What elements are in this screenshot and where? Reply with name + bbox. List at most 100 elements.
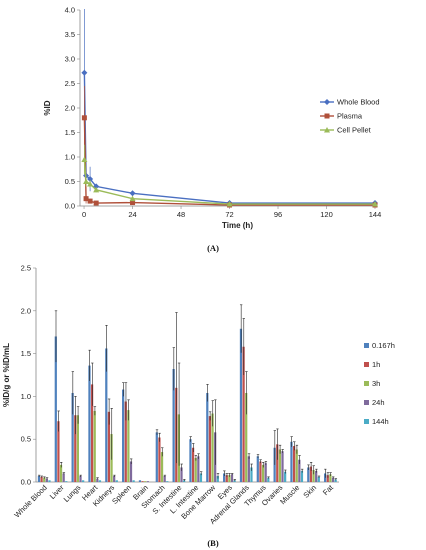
b-bar xyxy=(259,461,262,482)
b-bar xyxy=(37,476,41,482)
b-bar xyxy=(281,451,284,482)
b-bar xyxy=(247,456,250,482)
b-category-group xyxy=(54,310,68,482)
panel-a-line-chart: 0.0 0.5 1.0 1.5 2.0 2.5 3.0 3.5 4.0 0 24 48 72 96 120 1… xyxy=(43,6,381,254)
a-x-tick-label: 144 xyxy=(369,210,382,219)
b-bar xyxy=(163,476,166,482)
b-category-group xyxy=(37,474,51,482)
b-bar xyxy=(122,389,125,482)
b-bar xyxy=(107,411,111,482)
b-bar xyxy=(59,464,63,482)
b-legend-item: 3h xyxy=(364,379,380,388)
b-bar xyxy=(211,413,214,482)
b-bar xyxy=(278,449,281,482)
a-data-point xyxy=(324,127,330,133)
a-legend-label: Plasma xyxy=(337,112,363,121)
b-bar xyxy=(290,441,293,482)
b-category-group xyxy=(239,304,253,482)
a-x-axis-title: Time (h) xyxy=(222,221,253,230)
b-bar xyxy=(307,467,310,482)
a-data-point xyxy=(83,178,90,184)
b-bar xyxy=(40,476,43,482)
a-data-point xyxy=(372,201,378,207)
a-x-tick-label: 0 xyxy=(82,210,86,219)
b-x-tick-label: Fat xyxy=(321,482,336,497)
a-y-tick-label: 1.0 xyxy=(65,153,75,162)
b-bar xyxy=(315,470,318,482)
b-bar xyxy=(180,467,183,482)
b-bar xyxy=(276,444,279,482)
b-y-tick-label: 2.0 xyxy=(21,306,31,315)
a-y-tick-label: 1.5 xyxy=(65,128,75,137)
b-bar xyxy=(166,481,169,482)
a-data-point xyxy=(129,195,136,202)
b-category-group xyxy=(223,470,237,482)
b-bar xyxy=(331,477,335,482)
b-bar xyxy=(71,392,74,482)
a-y-tick-label: 3.0 xyxy=(65,55,75,64)
b-bar xyxy=(334,479,337,482)
b-bar xyxy=(105,348,108,482)
b-bar xyxy=(124,401,127,482)
a-y-tick-label: 4.0 xyxy=(65,6,75,15)
a-data-point xyxy=(81,156,88,162)
b-bar xyxy=(88,365,91,482)
panel-b-bar-chart: 0.0 0.5 1.0 1.5 2.0 2.5 %ID/g or %ID/mL Whole B… xyxy=(2,264,395,549)
b-bar xyxy=(191,447,195,482)
b-legend-swatch xyxy=(364,343,369,348)
b-bar xyxy=(267,477,270,482)
a-y-tick-label: 2.5 xyxy=(65,79,75,88)
a-data-point xyxy=(87,198,93,204)
a-y-axis-title: %ID xyxy=(43,100,52,115)
b-category-group xyxy=(307,462,321,482)
a-series-line xyxy=(83,159,375,205)
b-bar xyxy=(113,476,116,482)
b-x-tick-label: Muscle xyxy=(278,483,301,506)
b-legend-item: 1h xyxy=(364,360,380,369)
a-series-plasma xyxy=(81,85,378,208)
a-data-point xyxy=(81,69,88,76)
b-bar xyxy=(129,461,133,482)
b-x-tick-label: Skin xyxy=(301,483,318,500)
b-bar xyxy=(194,458,197,482)
a-legend-item: Cell Pellet xyxy=(320,126,372,135)
b-x-tick-label: Lungs xyxy=(62,483,83,504)
a-data-point xyxy=(81,115,87,121)
b-bar xyxy=(216,476,219,482)
b-bar xyxy=(158,437,161,482)
b-category-group xyxy=(105,325,118,482)
a-legend-label: Cell Pellet xyxy=(337,126,372,135)
b-bar xyxy=(228,475,231,482)
a-data-point xyxy=(130,200,136,206)
a-data-point xyxy=(93,186,100,193)
b-x-tick-label: Whole Blood xyxy=(12,483,48,519)
a-y-tick-label: 0.0 xyxy=(65,202,75,211)
b-bar xyxy=(292,446,296,482)
a-y-tick-label: 3.5 xyxy=(65,30,75,39)
b-category-group xyxy=(155,429,169,482)
a-x-tick-label: 72 xyxy=(225,210,233,219)
b-bar xyxy=(189,439,192,482)
b-bar xyxy=(329,474,332,482)
b-bar xyxy=(239,328,243,482)
b-bar xyxy=(298,459,301,482)
a-data-point xyxy=(226,201,233,207)
b-bar xyxy=(141,481,144,482)
b-y-tick-label: 1.0 xyxy=(21,392,31,401)
b-bar xyxy=(197,456,200,482)
b-bar xyxy=(261,464,265,482)
b-y-tick-label: 1.5 xyxy=(21,349,31,358)
b-bar xyxy=(138,480,142,482)
b-bar xyxy=(172,369,175,482)
b-legend-label: 1h xyxy=(372,360,380,369)
b-bar xyxy=(79,476,82,482)
panel-a-label: (A) xyxy=(207,243,219,253)
b-bar xyxy=(76,415,79,482)
b-bar xyxy=(312,470,315,482)
a-series-line xyxy=(83,72,375,204)
a-y-tick-label: 2.0 xyxy=(65,104,75,113)
b-bar xyxy=(96,478,99,482)
a-data-point xyxy=(87,176,94,183)
a-y-tick-label: 0.5 xyxy=(65,177,75,186)
